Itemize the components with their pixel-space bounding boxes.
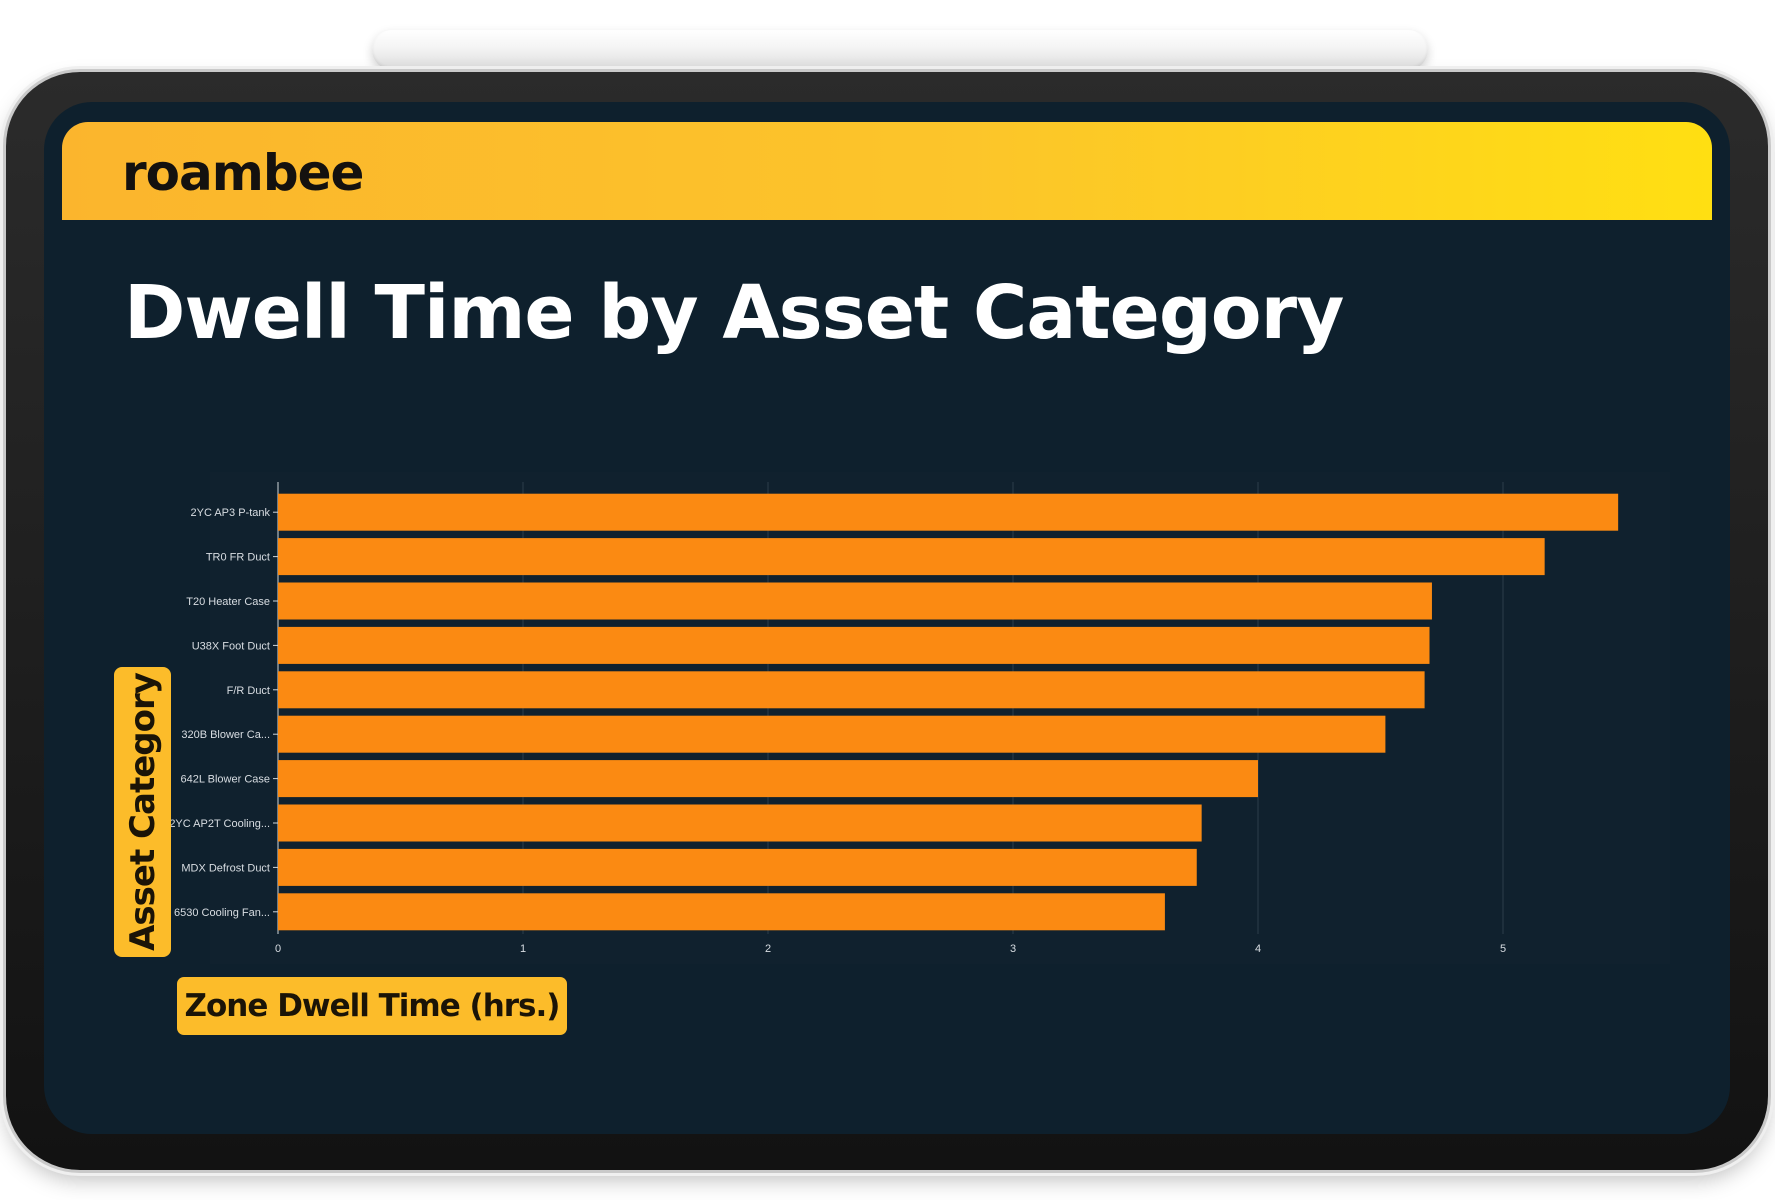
x-tick-label: 0 xyxy=(275,943,281,955)
bar xyxy=(278,715,1386,753)
stylus-pencil xyxy=(372,30,1428,70)
x-tick-label: 3 xyxy=(1010,943,1016,955)
category-label: TR0 FR Duct xyxy=(206,552,270,564)
bar xyxy=(278,493,1619,531)
category-label: 642L Blower Case xyxy=(181,774,270,786)
x-tick-label: 5 xyxy=(1500,943,1506,955)
category-label: MDX Defrost Duct xyxy=(181,862,270,874)
bar-chart: 0 1 2 3 4 5 2YC AP3 P-tank TR0 FR Duct T20 Heate… xyxy=(169,482,1619,955)
category-label: 2YC AP2T Cooling... xyxy=(169,818,270,830)
category-label: 6530 Cooling Fan... xyxy=(174,907,270,919)
category-label: T20 Heater Case xyxy=(186,596,270,608)
category-label: F/R Duct xyxy=(227,685,270,697)
bar xyxy=(278,848,1197,886)
y-axis-title: Asset Category xyxy=(122,673,163,951)
x-axis-title-box: Zone Dwell Time (hrs.) xyxy=(177,977,567,1035)
bar xyxy=(278,582,1432,620)
x-tick-label: 4 xyxy=(1255,943,1261,955)
category-label: 2YC AP3 P-tank xyxy=(191,507,271,519)
bar xyxy=(278,671,1425,709)
tablet-screen: roambee Dwell Time by Asset Category 0 1 2… xyxy=(44,102,1730,1134)
category-label: 320B Blower Ca... xyxy=(181,729,270,741)
y-axis-title-box: Asset Category xyxy=(114,667,171,957)
bar xyxy=(278,893,1165,931)
bar xyxy=(278,760,1258,798)
category-label: U38X Foot Duct xyxy=(192,640,270,652)
x-tick-label: 1 xyxy=(520,943,526,955)
chart-title: Dwell Time by Asset Category xyxy=(124,270,1344,356)
x-axis-title: Zone Dwell Time (hrs.) xyxy=(184,988,561,1024)
bar xyxy=(278,626,1430,664)
brand-banner: roambee xyxy=(62,122,1712,220)
bar xyxy=(278,804,1202,842)
bar xyxy=(278,538,1545,576)
tablet-frame: roambee Dwell Time by Asset Category 0 1 2… xyxy=(6,72,1768,1170)
x-tick-label: 2 xyxy=(765,943,771,955)
roambee-logo: roambee xyxy=(122,144,364,202)
